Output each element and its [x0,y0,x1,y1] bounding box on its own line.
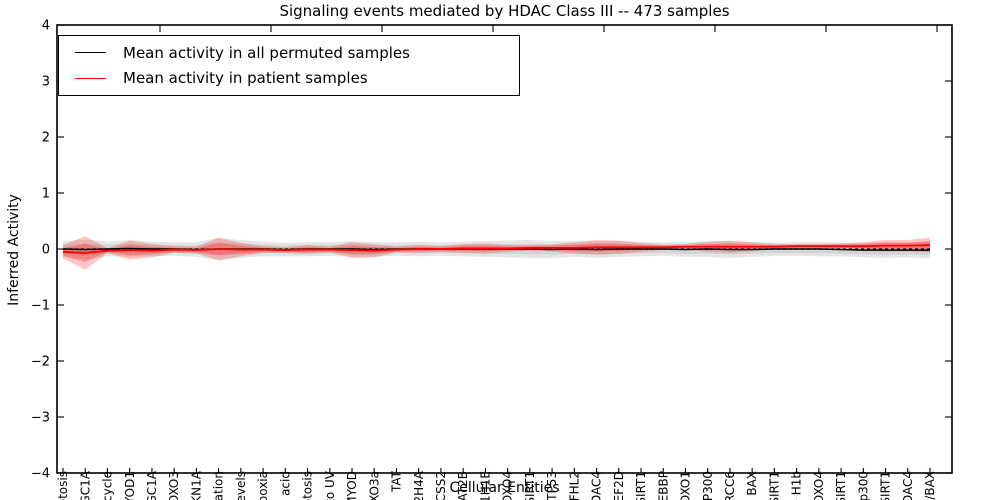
x-tick-label: induction of apoptosis [301,471,315,500]
x-tick-label: KU70/SIRT1 [834,471,848,500]
x-tick-label: SIRT1/Histone H1b [790,471,804,500]
x-tick-label: apoptosis [56,471,70,500]
x-tick-label: response to nutrient levels [234,471,248,500]
x-tick-label: SIRT1/FOXO4 [812,471,826,500]
x-tick-label: FOXO3 [167,471,181,500]
x-tick-label: response to hypoxia [256,471,270,500]
y-tick-label: 3 [42,75,50,90]
x-tick-label: KU70/SIRT1/BAX [923,471,937,500]
x-axis-label: Cellular Entities [449,480,560,496]
x-tick-label: SIRT1/PGC1A [145,470,159,500]
x-tick-label: response to UV [323,470,337,500]
x-tick-label: PPARGC1A [78,470,92,500]
x-tick-label: BAX [745,471,759,496]
y-tick-label: 1 [42,187,50,202]
legend-line-sample-black [75,52,106,54]
x-tick-label: KAT2B [456,471,470,500]
legend-item-patient: Mean activity in patient samples [59,69,519,87]
y-tick-label: −1 [31,299,50,314]
legend-line-sample-red [75,77,106,79]
y-tick-label: 2 [42,131,50,146]
x-tick-label: SIRT1 [523,471,537,500]
x-tick-label: TAT [390,470,404,493]
x-tick-label: FOXO1 [679,471,693,500]
x-tick-label: ACSS2 [434,471,448,500]
x-tick-label: TP53 [545,471,559,500]
patient-mean-line [62,244,931,254]
legend-label-permuted: Mean activity in all permuted samples [123,43,410,62]
x-tick-label: SIRT1/MEF2D/HDAC4 [901,471,915,500]
chart-title: Signaling events mediated by HDAC Class … [279,2,730,20]
x-tick-label: HDAC4 [590,471,604,500]
x-tick-label: p53/SIRT1 [634,471,648,500]
legend: Mean activity in all permuted samples Me… [58,35,520,96]
legend-label-patient: Mean activity in patient samples [123,69,368,88]
x-tick-label: EP300 [701,471,715,500]
x-tick-label: XRCC6 [723,471,737,500]
y-tick-label: 0 [42,243,50,258]
x-tick-label: CDKN1A [189,470,203,500]
y-tick-label: −3 [31,411,50,426]
x-tick-label: MEF2D [612,471,626,500]
y-tick-label: −4 [31,467,50,482]
x-tick-label: FOXO4 [501,471,515,500]
x-tick-label: HIST1H1E [478,471,492,500]
x-tick-label: HIST2H4A [412,470,426,500]
x-tick-label: CREBBP [656,471,670,500]
x-tick-label: mol:Lysophosphatidic acid [278,471,292,500]
x-tick-label: muscle cell differentiation [212,471,226,500]
x-tick-label: FOXO1/FHL2/SIRT1 [879,471,893,500]
x-tick-label: SIRT1/p300 [856,471,870,500]
x-tick-label: FHL2 [567,471,581,500]
x-tick-label: SIRT1/PCAF/MYOD [345,471,359,500]
patient-band-outer [63,236,930,270]
legend-item-permuted: Mean activity in all permuted samples [59,44,519,62]
y-tick-label: 4 [42,19,50,34]
x-tick-label: MYOD1 [123,471,137,500]
x-tick-label: regulation of S phase of mitotic cell cy… [101,471,115,500]
y-axis-label: Inferred Activity [6,194,22,306]
x-tick-label: HIV-1 Tat/SIRT1 [767,471,781,500]
y-tick-label: −2 [31,355,50,370]
x-tick-label: SIRT1/FOXO3a [367,471,381,500]
